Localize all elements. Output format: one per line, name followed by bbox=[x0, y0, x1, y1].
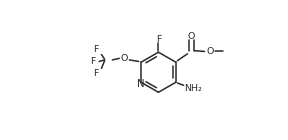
Text: F: F bbox=[90, 57, 96, 66]
Text: F: F bbox=[93, 45, 99, 54]
Text: O: O bbox=[206, 47, 214, 56]
Text: F: F bbox=[93, 69, 99, 78]
Text: NH₂: NH₂ bbox=[184, 84, 202, 93]
Text: F: F bbox=[156, 35, 161, 44]
Text: N: N bbox=[137, 79, 145, 89]
Text: O: O bbox=[120, 54, 128, 63]
Text: O: O bbox=[188, 32, 195, 41]
